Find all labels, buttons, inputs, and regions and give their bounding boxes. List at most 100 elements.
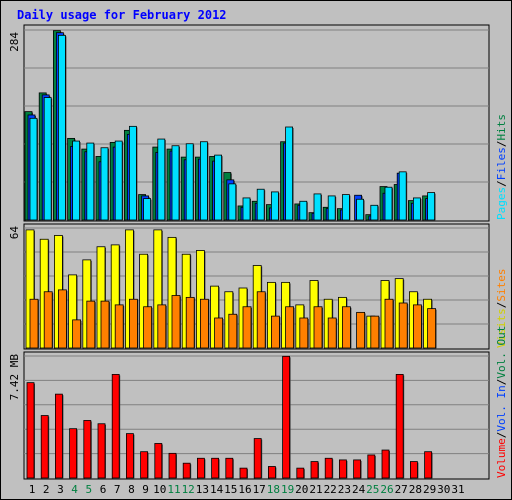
panel1-legend-part-0: Pages bbox=[495, 187, 508, 220]
x-label-day-25: 25 bbox=[366, 483, 379, 496]
bar-pages-day-23 bbox=[341, 194, 350, 221]
x-label-day-21: 21 bbox=[309, 483, 322, 496]
bar-sites-day-19 bbox=[285, 306, 295, 349]
bar-pages-day-6 bbox=[100, 147, 109, 221]
bar-sites-day-2 bbox=[43, 291, 53, 349]
bar-volume-day-3 bbox=[55, 393, 63, 479]
bar-sites-day-23 bbox=[341, 306, 351, 349]
bar-pages-day-17 bbox=[256, 188, 265, 221]
bar-pages-day-18 bbox=[270, 191, 279, 221]
bar-pages-day-8 bbox=[128, 125, 137, 221]
x-label-day-26: 26 bbox=[380, 483, 393, 496]
bar-volume-day-14 bbox=[211, 457, 220, 479]
x-label-day-28: 28 bbox=[409, 483, 422, 496]
x-label-day-22: 22 bbox=[324, 483, 337, 496]
bar-pages-day-25 bbox=[370, 204, 379, 221]
bar-volume-day-25 bbox=[367, 454, 376, 479]
bar-pages-day-10 bbox=[157, 138, 166, 221]
bar-sites-day-28 bbox=[412, 304, 422, 349]
x-label-day-12: 12 bbox=[182, 483, 195, 496]
bar-pages-day-5 bbox=[86, 142, 95, 221]
bar-sites-day-8 bbox=[128, 298, 138, 349]
bar-volume-day-26 bbox=[381, 449, 390, 479]
bar-volume-day-22 bbox=[324, 457, 333, 479]
x-label-day-3: 3 bbox=[57, 483, 64, 496]
bar-volume-day-12 bbox=[182, 462, 191, 479]
panel1-legend-part-2: Files bbox=[495, 147, 508, 180]
panel3-legend-part-2: Vol. In bbox=[495, 385, 508, 431]
bar-sites-day-7 bbox=[114, 304, 124, 349]
bar-pages-day-9 bbox=[143, 198, 152, 221]
bar-sites-day-14 bbox=[214, 317, 224, 349]
bar-sites-day-18 bbox=[270, 315, 280, 349]
panel3-legend-part-0: Volume bbox=[495, 438, 508, 478]
bar-volume-day-24 bbox=[353, 459, 362, 479]
bar-sites-day-11 bbox=[171, 295, 181, 349]
bar-volume-day-19 bbox=[282, 355, 291, 479]
x-label-day-13: 13 bbox=[196, 483, 209, 496]
x-label-day-18: 18 bbox=[267, 483, 280, 496]
bar-sites-day-6 bbox=[100, 300, 110, 349]
panel1-legend-part-4: Hits bbox=[495, 114, 508, 141]
panel3-legend-part-4: Vol. Out bbox=[495, 326, 508, 379]
bar-sites-day-16 bbox=[242, 306, 252, 349]
x-label-day-27: 27 bbox=[395, 483, 408, 496]
panel3-legend-part-1: / bbox=[495, 432, 508, 439]
panel1-legend-part-1: / bbox=[495, 180, 508, 187]
bar-pages-day-21 bbox=[313, 193, 322, 221]
bar-sites-day-3 bbox=[58, 289, 67, 349]
bar-pages-day-26 bbox=[384, 186, 393, 221]
x-label-day-23: 23 bbox=[338, 483, 351, 496]
bar-sites-day-10 bbox=[157, 304, 167, 349]
bar-pages-day-13 bbox=[199, 141, 208, 221]
panel3-legend: Volume/Vol. In/Vol. Out bbox=[495, 326, 508, 478]
x-label-day-4: 4 bbox=[71, 483, 78, 496]
bar-volume-day-7 bbox=[111, 374, 120, 479]
bar-sites-day-27 bbox=[398, 302, 408, 349]
panel2-upper-legend-part-1: / bbox=[495, 302, 508, 309]
x-label-day-5: 5 bbox=[85, 483, 92, 496]
bar-sites-day-12 bbox=[185, 296, 195, 349]
bar-sites-day-4 bbox=[72, 319, 81, 349]
bar-sites-day-26 bbox=[384, 298, 394, 349]
y-max-label-1: 284 bbox=[8, 32, 21, 52]
x-label-day-1: 1 bbox=[29, 483, 36, 496]
x-label-day-17: 17 bbox=[253, 483, 266, 496]
bar-pages-day-27 bbox=[398, 171, 407, 221]
x-label-day-24: 24 bbox=[352, 483, 366, 496]
x-label-day-11: 11 bbox=[167, 483, 180, 496]
bar-sites-day-29 bbox=[427, 308, 437, 349]
panel2-upper-legend: Visits/Sites bbox=[495, 269, 508, 349]
bar-volume-day-16 bbox=[239, 467, 248, 479]
bar-pages-day-16 bbox=[242, 197, 251, 221]
x-label-day-2: 2 bbox=[43, 483, 50, 496]
bar-volume-day-2 bbox=[40, 415, 49, 479]
bar-volume-day-23 bbox=[338, 459, 347, 479]
panel2-upper-legend-part-2: Sites bbox=[495, 269, 508, 302]
panel1-legend: Pages/Files/Hits bbox=[495, 114, 508, 220]
bar-sites-day-21 bbox=[313, 306, 323, 349]
bar-volume-day-4 bbox=[69, 428, 77, 479]
bar-volume-day-28 bbox=[409, 461, 418, 479]
y-max-label-3: 7.42 MB bbox=[8, 354, 21, 401]
bar-pages-day-29 bbox=[427, 192, 436, 221]
bar-volume-day-1 bbox=[26, 382, 35, 479]
chart-title: Daily usage for February 2012 bbox=[17, 8, 227, 22]
bar-sites-day-25 bbox=[370, 315, 380, 349]
bar-pages-day-11 bbox=[171, 145, 180, 221]
bar-sites-day-20 bbox=[299, 317, 309, 349]
bar-sites-day-24 bbox=[356, 311, 366, 349]
x-label-day-19: 19 bbox=[281, 483, 294, 496]
x-label-day-14: 14 bbox=[210, 483, 224, 496]
bar-sites-day-9 bbox=[143, 306, 153, 349]
bar-pages-day-3 bbox=[58, 34, 66, 221]
bar-sites-day-22 bbox=[327, 317, 337, 349]
bar-sites-day-5 bbox=[86, 300, 96, 349]
x-label-day-30: 30 bbox=[437, 483, 450, 496]
bar-volume-day-9 bbox=[140, 451, 149, 479]
bar-volume-day-13 bbox=[196, 457, 205, 479]
bar-pages-day-12 bbox=[185, 143, 194, 221]
x-label-day-20: 20 bbox=[295, 483, 308, 496]
bar-pages-day-20 bbox=[299, 200, 308, 221]
